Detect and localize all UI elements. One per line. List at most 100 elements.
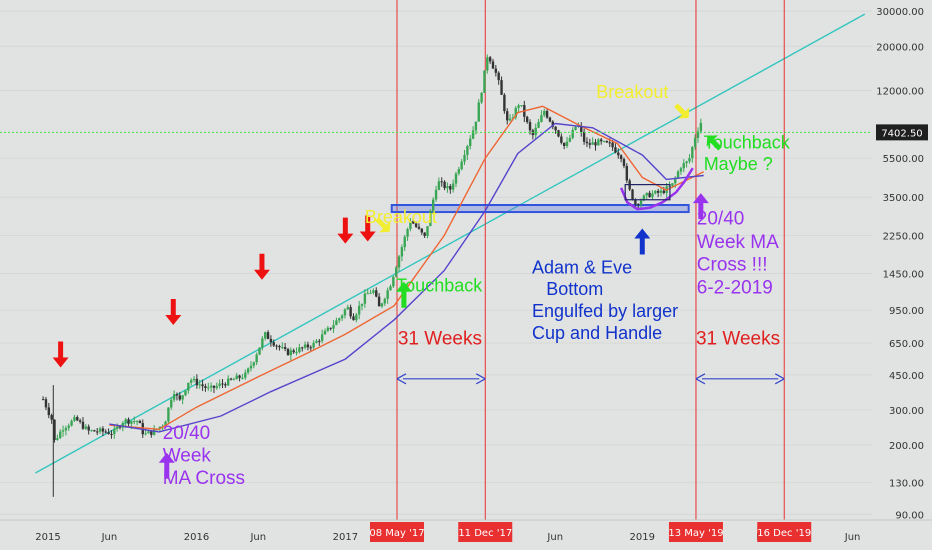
candle-body: [235, 375, 238, 380]
candle-body: [491, 61, 495, 69]
candle-body: [323, 330, 327, 335]
arrow-diagonal: [375, 217, 391, 233]
arrow-up: [395, 281, 412, 308]
moving-averages: [109, 105, 705, 433]
candle-body: [201, 384, 204, 387]
arrow-annotations: [52, 103, 785, 479]
candle-body: [662, 190, 666, 193]
candle-body: [133, 421, 136, 423]
candle-body: [671, 183, 674, 187]
candle-body: [417, 226, 421, 229]
candle-body: [591, 142, 594, 145]
candle-body: [107, 432, 110, 434]
candle-body: [437, 181, 441, 190]
arrow-down: [337, 217, 354, 244]
candle-body: [449, 186, 452, 190]
y-tick-label: 30000.00: [876, 7, 924, 18]
annotation-label: Touchback: [704, 132, 791, 152]
candle-body: [73, 417, 76, 421]
annotation-label: Cross !!!: [697, 255, 768, 276]
candle-body: [682, 163, 685, 169]
annotation-label: Engulfed by larger: [532, 301, 678, 321]
date-badge: [668, 522, 723, 542]
date-badge: [458, 522, 513, 542]
date-badge: [370, 522, 424, 542]
candle-body: [192, 378, 196, 381]
candle-body: [608, 142, 611, 144]
x-tick-label: Jun: [546, 532, 563, 543]
candle-body: [645, 192, 648, 196]
candle-body: [207, 387, 210, 389]
last-price-label: 7402.50: [881, 128, 922, 139]
candle-body: [306, 344, 310, 348]
candle-body: [693, 137, 697, 148]
candle-body: [101, 428, 105, 432]
candle-body: [474, 121, 478, 131]
x-tick-label: Jun: [249, 532, 266, 543]
candle-body: [121, 422, 125, 428]
candle-body: [676, 171, 680, 178]
candle-body: [147, 431, 150, 434]
candle-body: [691, 147, 694, 159]
candle-body: [622, 159, 626, 166]
ma40-line: [109, 122, 704, 433]
candle-body: [144, 433, 147, 435]
candle-body: [252, 362, 256, 366]
candle-body: [469, 138, 472, 147]
candle-body: [138, 420, 142, 424]
candle-body: [412, 221, 415, 224]
arrow-shape: [375, 217, 391, 233]
candle-body: [537, 121, 540, 128]
candle-body: [76, 417, 79, 421]
candle-body: [59, 431, 62, 439]
candle-body: [150, 431, 153, 435]
y-tick-label: 12000.00: [876, 87, 924, 98]
candle-body: [548, 117, 552, 122]
candle-body: [400, 247, 404, 257]
arrow-up: [158, 452, 175, 479]
y-tick-label: 90.00: [895, 510, 924, 521]
x-tick-label: 2016: [184, 532, 209, 543]
candle-body: [312, 342, 315, 348]
y-tick-label: 200.00: [889, 441, 924, 452]
candle-body: [357, 305, 361, 315]
arrow-down: [359, 215, 376, 242]
candle-body: [332, 325, 335, 329]
candle-body: [124, 419, 127, 423]
candle-body: [135, 420, 139, 422]
candle-body: [98, 428, 102, 432]
candle-body: [67, 425, 70, 428]
annotation-label: MA Cross: [163, 468, 245, 489]
candle-body: [605, 141, 609, 143]
annotation-label: Breakout: [596, 82, 668, 102]
candle-body: [309, 347, 312, 349]
candle-body: [244, 372, 247, 378]
candle-body: [377, 296, 381, 307]
candle-body: [172, 394, 176, 400]
candle-body: [50, 415, 53, 420]
candle-body: [363, 293, 367, 304]
candle-body: [380, 303, 384, 307]
candle-body: [486, 57, 489, 71]
candle-body: [508, 118, 512, 121]
candle-body: [543, 110, 546, 116]
candle-body: [295, 352, 298, 354]
candle-body: [696, 131, 700, 138]
candle-body: [269, 338, 273, 343]
candle-body: [249, 365, 253, 369]
candle-body: [383, 298, 386, 304]
candle-body: [654, 190, 657, 194]
candle-body: [209, 385, 213, 388]
candle-body: [651, 193, 654, 198]
candle-body: [525, 116, 529, 123]
date-badge: [757, 522, 812, 542]
candle-body: [360, 303, 364, 306]
candle-body: [554, 126, 557, 131]
candle-body: [648, 192, 651, 198]
candle-body: [582, 131, 586, 142]
candle-body: [457, 169, 461, 174]
candle-body: [599, 139, 603, 142]
candle-body: [184, 390, 187, 396]
candle-body: [64, 427, 68, 431]
measure-arrowhead: [475, 373, 486, 385]
